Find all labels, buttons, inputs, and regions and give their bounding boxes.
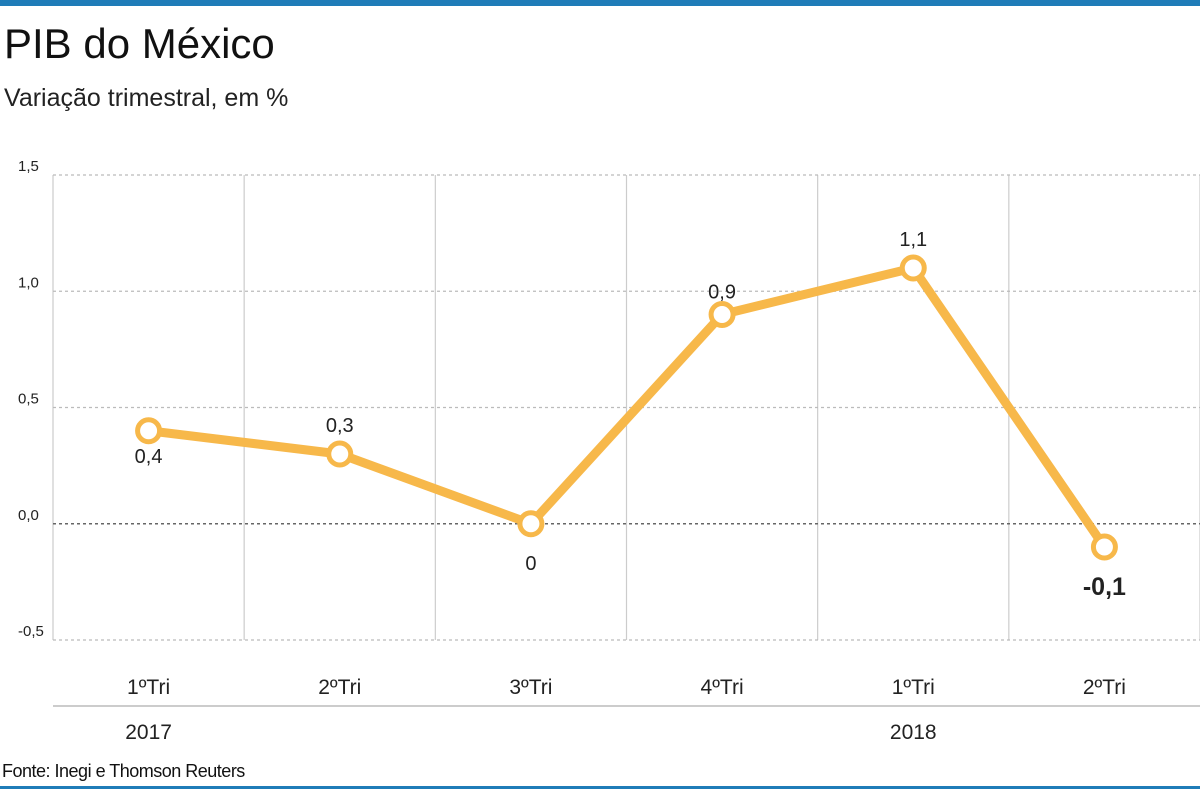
y-tick-label: -0,5	[18, 623, 44, 640]
data-label: -0,1	[1083, 573, 1126, 601]
data-label: 0,9	[708, 282, 736, 304]
data-label: 0	[525, 553, 536, 575]
source-note: Fonte: Inegi e Thomson Reuters	[2, 761, 245, 781]
y-tick-label: 1,5	[18, 158, 39, 175]
data-label: 0,3	[326, 415, 354, 437]
x-tick-label: 1ºTri	[127, 676, 170, 699]
x-tick-label: 3ºTri	[509, 676, 552, 699]
data-point	[708, 301, 736, 328]
chart-title: PIB do México	[4, 20, 275, 67]
x-tick-label: 2ºTri	[318, 676, 361, 699]
y-tick-label: 0,0	[18, 507, 39, 524]
chart-subtitle: Variação trimestral, em %	[4, 84, 289, 112]
top-accent-bar	[0, 0, 1200, 6]
y-tick-label: 0,5	[18, 391, 39, 408]
data-point	[1090, 533, 1118, 561]
bottom-accent-bar	[0, 786, 1200, 789]
data-point	[517, 510, 545, 538]
x-tick-label: 4ºTri	[701, 676, 744, 699]
series-line	[148, 263, 1109, 550]
data-point	[135, 417, 163, 445]
y-tick-label: 1,0	[18, 274, 39, 291]
data-label: 1,1	[899, 229, 927, 251]
year-label: 2018	[890, 721, 937, 744]
data-point	[899, 254, 927, 282]
x-tick-label: 2ºTri	[1083, 676, 1126, 699]
x-tick-label: 1ºTri	[892, 676, 935, 699]
data-label: 0,4	[135, 446, 163, 468]
year-label: 2017	[125, 721, 172, 744]
data-point	[326, 440, 354, 468]
